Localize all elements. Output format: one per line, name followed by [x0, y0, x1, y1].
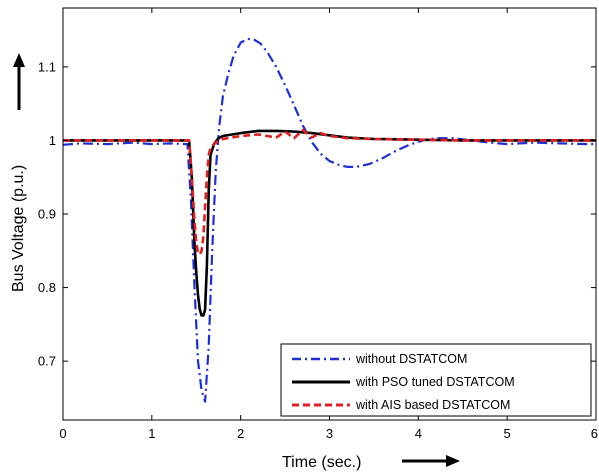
legend-label-pso: with PSO tuned DSTATCOM [355, 375, 515, 389]
x-axis-label: Time (sec.) [282, 454, 361, 471]
legend-label-ais: with AIS based DSTATCOM [355, 398, 510, 412]
y-axis-arrow-icon [13, 53, 25, 110]
x-tick-label: 6 [591, 426, 598, 441]
y-tick-label: 0.8 [38, 280, 56, 295]
y-axis-label: Bus Voltage (p.u.) [10, 165, 27, 292]
series-line-0 [62, 37, 596, 403]
x-tick-label: 4 [415, 426, 422, 441]
y-tick-label: 1.1 [38, 59, 56, 74]
x-tick-label: 0 [59, 426, 66, 441]
plot-series [62, 37, 596, 403]
axis-ticks [62, 8, 597, 420]
x-tick-label: 5 [504, 426, 511, 441]
x-tick-label: 1 [148, 426, 155, 441]
series-line-2 [63, 128, 596, 256]
y-tick-label: 0.7 [38, 354, 56, 369]
legend-box [280, 343, 592, 417]
x-tick-label: 3 [326, 426, 333, 441]
x-axis-arrow-icon [402, 455, 460, 467]
x-tick-label: 2 [237, 426, 244, 441]
y-tick-label: 1 [49, 133, 56, 148]
axis-tick-labels: 0 1 2 3 4 5 6 0.7 0.8 0.9 1 1.1 [38, 59, 598, 441]
legend-label-without-dstatcom: without DSTATCOM [355, 352, 467, 366]
legend: without DSTATCOM with PSO tuned DSTATCOM… [280, 343, 592, 417]
y-tick-label: 0.9 [38, 207, 56, 222]
